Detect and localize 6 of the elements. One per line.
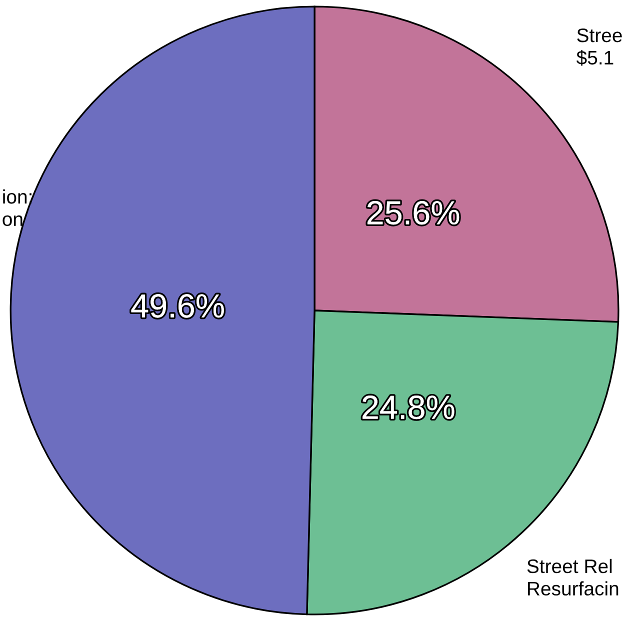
data-label: 49.6% — [131, 294, 224, 318]
data-label: 25.6% — [367, 200, 460, 225]
data-label: 24.8% — [362, 396, 454, 420]
slice-label: Street Rel Resurfacin — [527, 558, 618, 596]
slice-label: ion: on — [2, 189, 32, 226]
slice-label: Stree $5.1 — [576, 28, 622, 66]
